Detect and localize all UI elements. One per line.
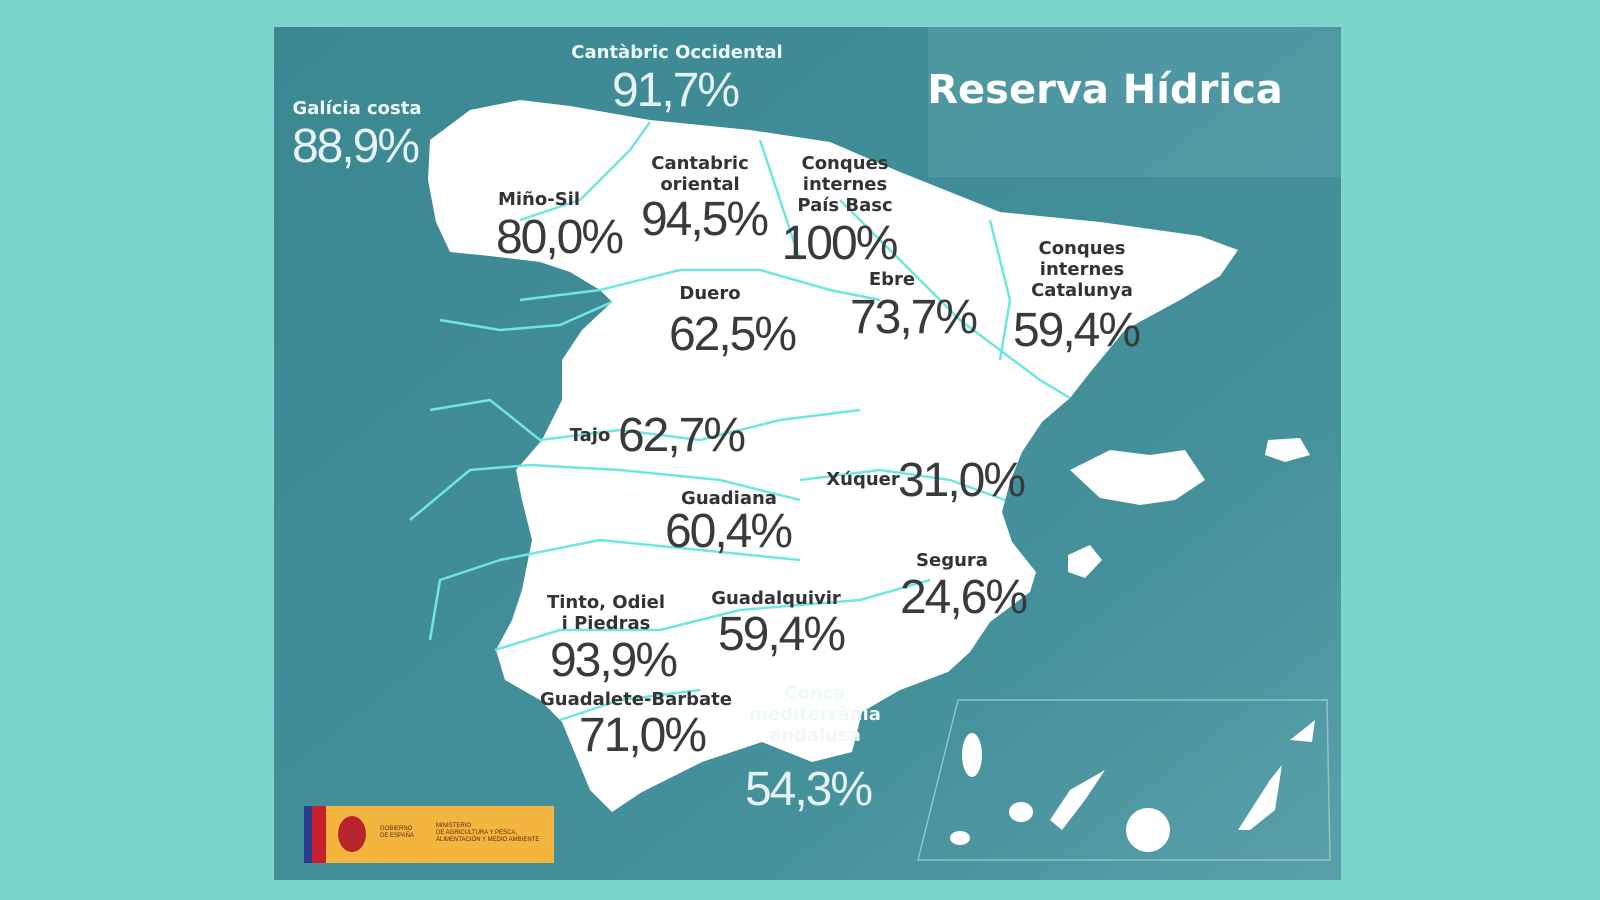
region-value: 59,4% [1013,304,1139,357]
river [839,199,1071,400]
region-value: 62,7% [618,409,744,462]
rivers [409,121,1071,722]
region-name: internes [803,174,887,195]
region-name: Cantabric [651,153,749,174]
river [519,268,881,302]
menorca [1265,438,1310,462]
river [429,398,861,442]
region-value: 80,0% [496,211,622,264]
canary-islands [950,720,1315,852]
region-name: oriental [660,174,739,195]
region-name: i Piedras [562,613,651,634]
region-name: Tinto, Odiel [547,592,665,613]
region-name: Catalunya [1031,280,1133,301]
region-value: 93,9% [550,634,676,687]
region-name: Miño-Sil [498,189,580,210]
region-value: 59,4% [718,608,844,661]
region-name: internes [1040,259,1124,280]
island [1126,808,1170,852]
logo-government: DE ESPAÑA [380,832,414,839]
region-name: Xúquer [826,469,900,490]
island [950,831,970,845]
mallorca [1070,450,1205,505]
flag-eu [304,806,312,863]
logo-ministry: DE AGRICULTURA Y PESCA, [436,830,517,836]
region-name: Conca [784,683,845,704]
region-value: 54,3% [745,763,871,816]
region-name: País Basc [797,195,892,216]
logo-government: GOBIERNO [380,826,413,832]
island [1009,802,1033,822]
island [1290,720,1315,742]
eivissa [1068,545,1102,578]
region-value: 24,6% [900,571,1026,624]
river [494,578,931,652]
region-value: 71,0% [579,709,705,762]
region-value: 62,5% [669,308,795,361]
region-name: andalusa [769,725,861,746]
island [1050,770,1105,830]
region-name: Guadiana [681,488,777,509]
region-name: Conques [1038,238,1125,259]
france-area [928,27,1341,177]
river [758,139,802,261]
logo-ministry: ALIMENTACIÓN Y MEDIO AMBIENTE [436,836,539,843]
region-name: Guadalquivir [711,588,841,609]
river [519,121,652,222]
river [428,538,801,641]
region-name: Galícia costa [292,98,421,119]
flag-stripe [312,806,326,863]
region-value: 73,7% [850,291,976,344]
coat-of-arms [338,816,366,852]
river [988,219,1012,361]
river [409,463,801,521]
island [962,733,982,777]
river [559,688,701,722]
region-name: mediterrània [749,704,881,725]
river [439,300,613,332]
canary-inset [917,699,1331,861]
region-name: Cantàbric Occidental [571,42,782,63]
region-name: Duero [679,283,740,304]
region-value: 31,0% [898,454,1024,507]
logo-ministry: MINISTERIO [436,823,471,829]
region-value: 60,4% [665,505,791,558]
region-name: Conques [801,153,888,174]
region-name: Guadalete-Barbate [540,689,732,710]
river [799,468,1006,502]
region-name: Ebre [869,269,915,290]
region-value: 91,7% [612,64,738,117]
region-name: Segura [916,550,988,571]
spain-mainland [428,100,1238,812]
region-value: 88,9% [292,120,418,173]
region-value: 100% [782,217,897,270]
title: Reserva Hídrica [927,67,1283,113]
region-name: Tajo [570,425,611,446]
island [1238,765,1282,830]
region-value: 94,5% [641,193,767,246]
